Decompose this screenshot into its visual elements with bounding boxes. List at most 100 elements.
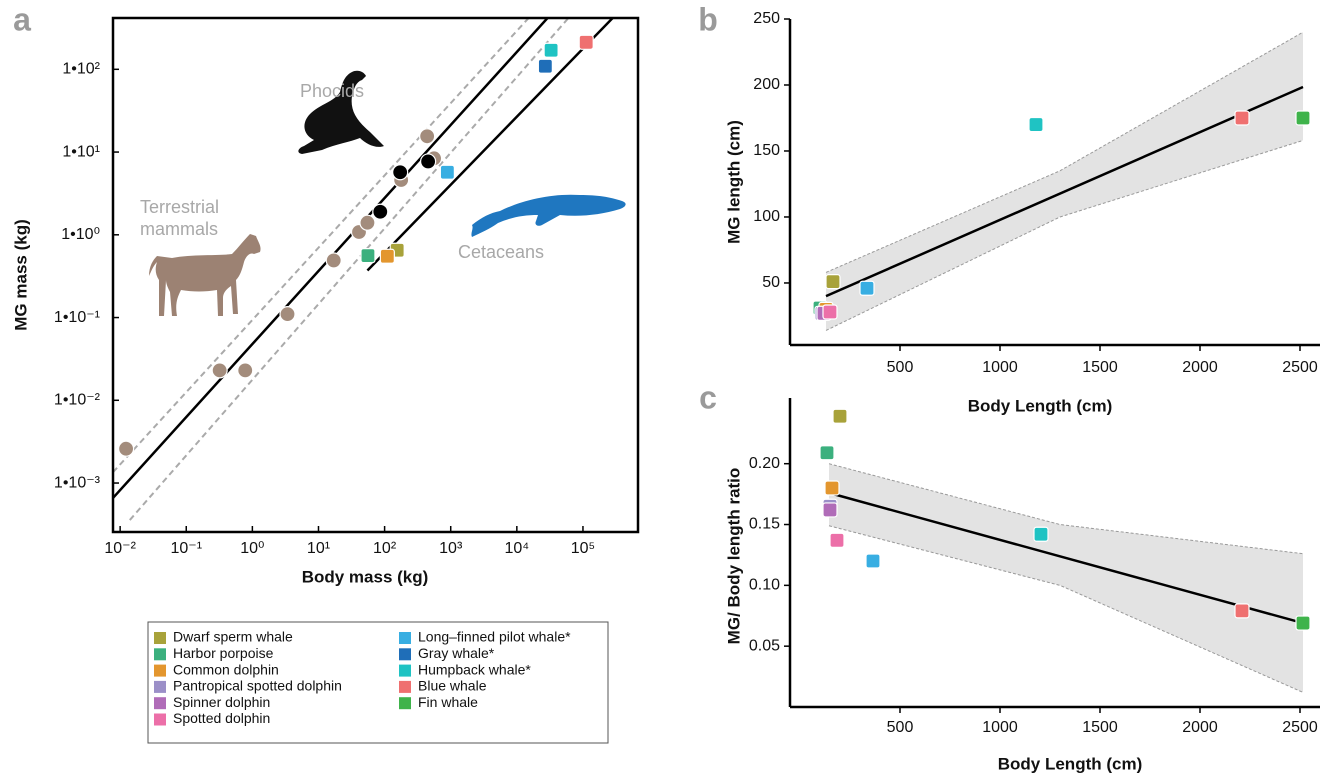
x-tick-label: 500 [887, 719, 914, 736]
y-axis-title: MG length (cm) [724, 120, 743, 244]
legend-swatch [154, 632, 166, 644]
panel-label: b [698, 1, 718, 37]
point [859, 280, 875, 296]
legend-label: Fin whale [418, 694, 478, 710]
legend-label: Long–finned pilot whale* [418, 629, 571, 645]
x-tick-label: 10⁻¹ [170, 540, 202, 557]
band-edge [828, 463, 1304, 555]
x-tick-label: 1500 [1082, 359, 1118, 376]
panel-label: a [13, 1, 31, 37]
fit-line [366, 18, 614, 272]
confidence-band [829, 463, 1303, 693]
legend-swatch [154, 648, 166, 661]
band-edge [825, 31, 1304, 273]
x-tick-label: 10² [373, 540, 397, 557]
point [359, 214, 376, 231]
legend-swatch [154, 697, 166, 710]
fit-line [113, 18, 530, 473]
annotation: Phocids [300, 81, 364, 101]
point [824, 480, 840, 496]
point [537, 58, 553, 74]
point [832, 408, 848, 424]
x-tick-label: 10⁵ [571, 540, 595, 557]
point [117, 440, 135, 457]
legend-swatch [154, 664, 166, 677]
annotation: Terrestrial [140, 197, 219, 217]
legend-label: Spotted dolphin [173, 710, 270, 726]
band-edge [828, 525, 1304, 693]
y-tick-label: 1•10² [62, 61, 100, 78]
x-tick-label: 10⁴ [505, 540, 530, 557]
y-tick-label: 250 [753, 10, 780, 27]
fit-line [825, 85, 1304, 298]
y-axis-title: MG mass (kg) [11, 219, 30, 330]
point [865, 553, 881, 569]
y-tick-label: 100 [753, 208, 780, 225]
legend-swatch [399, 664, 411, 677]
legend-label: Gray whale* [418, 645, 495, 661]
legend-label: Harbor porpoise [173, 645, 274, 661]
y-tick-label: 1•10⁻¹ [54, 309, 100, 326]
x-tick-label: 2500 [1282, 359, 1318, 376]
y-tick-label: 1•10¹ [62, 143, 100, 160]
point [237, 362, 254, 379]
legend-label: Common dolphin [173, 661, 279, 677]
x-axis-title: Body Length (cm) [968, 396, 1113, 415]
y-tick-label: 50 [762, 274, 780, 291]
point [379, 248, 395, 264]
x-tick-label: 1500 [1082, 719, 1118, 736]
x-tick-label: 2000 [1182, 719, 1218, 736]
x-tick-label: 10¹ [307, 540, 330, 557]
panel: 10⁻² 10⁻¹ 10⁰ 10¹ 10² 10³ 10⁴ 10⁵ 1•10⁻³ 1•10⁻² 1•… [11, 1, 640, 586]
point [325, 252, 342, 269]
y-axis-title: MG/ Body length ratio [724, 468, 743, 645]
seal-icon [298, 70, 384, 154]
legend-label: Pantropical spotted dolphin [173, 678, 342, 694]
fit-line [129, 18, 570, 521]
y-tick-label: 0.20 [749, 455, 780, 472]
y-tick-label: 150 [753, 142, 780, 159]
point [1295, 615, 1311, 631]
legend-swatch [399, 632, 411, 644]
panel: 500 1000 1500 2000 2500 50 100 150 200 250 Body Le… [698, 1, 1320, 415]
point [822, 502, 838, 518]
point [1295, 110, 1311, 126]
y-tick-label: 200 [753, 76, 780, 93]
point [822, 304, 838, 320]
legend-swatch [399, 697, 411, 710]
point [439, 164, 455, 180]
x-tick-label: 1000 [982, 359, 1018, 376]
legend-label: Humpback whale* [418, 661, 531, 677]
y-tick-label: 0.15 [749, 516, 780, 533]
legend-swatch [399, 648, 411, 661]
point [420, 153, 437, 170]
y-tick-label: 0.05 [749, 637, 780, 654]
point [825, 274, 841, 290]
plot-area [825, 31, 1304, 331]
y-tick-label: 1•10⁰ [61, 226, 100, 243]
legend-box [147, 621, 609, 744]
point [1028, 116, 1044, 133]
legend-label: Spinner dolphin [173, 694, 270, 710]
point [1033, 526, 1049, 542]
point [279, 306, 296, 323]
point [392, 164, 409, 181]
horse-icon [149, 234, 261, 316]
point [578, 34, 594, 50]
legend-label: Dwarf sperm whale [173, 629, 293, 645]
band-edge [825, 139, 1304, 331]
point [360, 248, 376, 264]
x-axis-title: Body Length (cm) [998, 754, 1143, 773]
x-tick-label: 1000 [982, 719, 1018, 736]
point [819, 445, 835, 461]
panel-label: c [699, 379, 717, 415]
point [1234, 603, 1250, 619]
annotation: Cetaceans [458, 242, 544, 262]
point [829, 532, 845, 548]
annotation: mammals [140, 219, 218, 239]
point [211, 362, 228, 379]
point [419, 128, 436, 145]
legend-swatch [399, 680, 411, 693]
point [372, 203, 389, 220]
